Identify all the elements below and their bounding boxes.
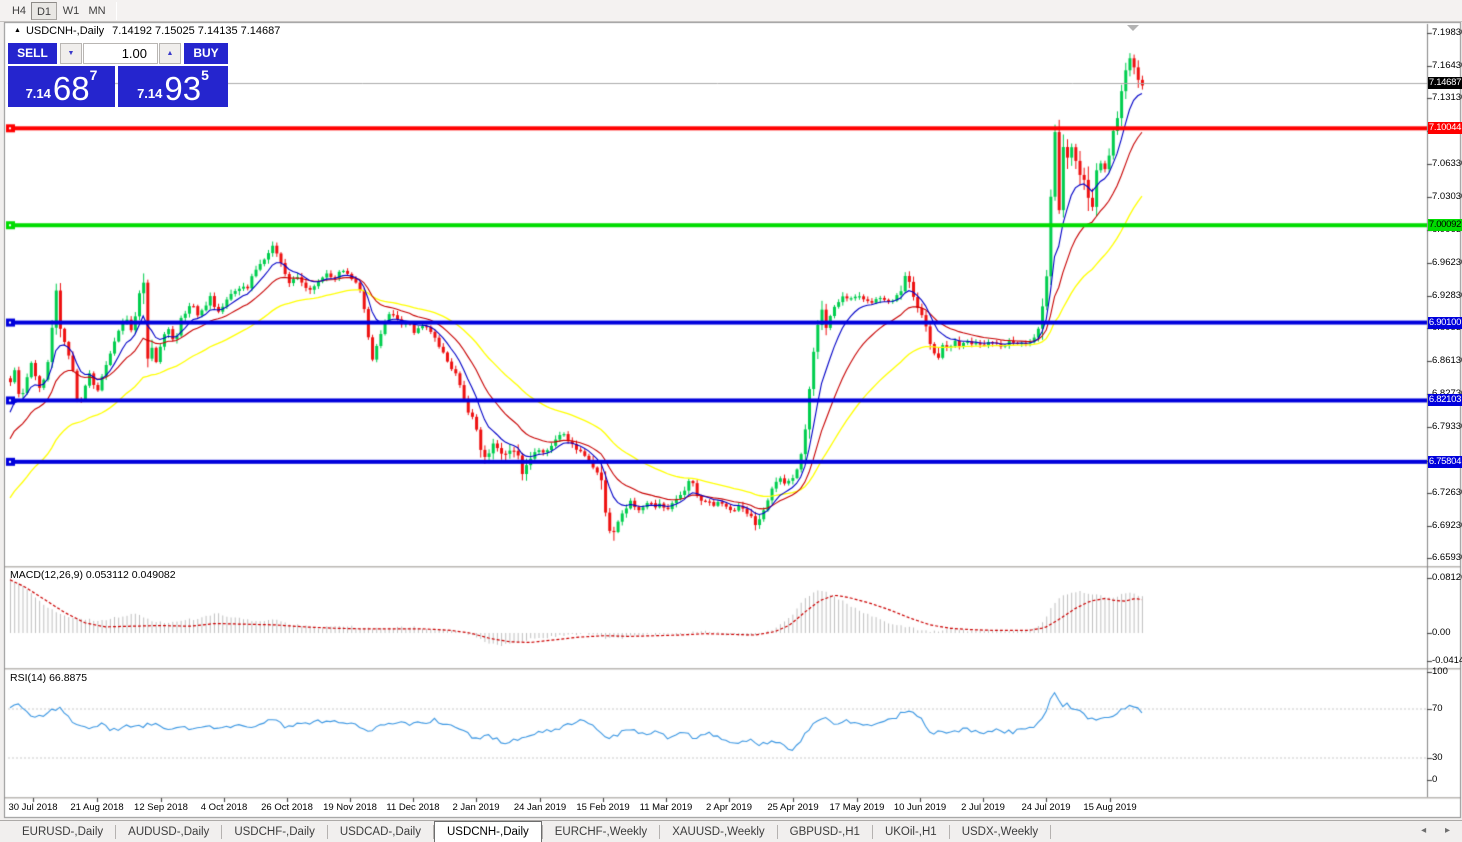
symbol-tab-usdx-weekly[interactable]: USDX-,Weekly <box>961 826 1039 838</box>
tab-separator <box>1050 825 1052 839</box>
price-tick-label: 6.86130 <box>1432 355 1462 367</box>
chart-symbol-label: USDCNH-,Daily <box>25 25 105 37</box>
tab-separator <box>115 825 117 839</box>
line-price-badge: 7.00092 <box>1428 219 1462 232</box>
rsi-tick-label: 0 <box>1432 774 1438 785</box>
line-price-badge: 6.82103 <box>1428 394 1462 407</box>
date-tick-label: 11 Mar 2019 <box>639 802 693 813</box>
symbol-tab-eurusd-daily[interactable]: EURUSD-,Daily <box>22 826 104 838</box>
price-tick-label: 7.13130 <box>1432 92 1462 104</box>
buy-price-big-digits: 93 <box>164 70 202 107</box>
chart-ohlc-readout: 7.14192 7.15025 7.14135 7.14687 <box>112 25 281 37</box>
price-tick-label: 7.19830 <box>1432 27 1462 38</box>
date-tick-label: 26 Oct 2018 <box>261 802 313 813</box>
sell-price-big-digits: 68 <box>52 70 90 107</box>
buy-button[interactable]: BUY <box>184 43 228 64</box>
buy-price-quote[interactable]: 7.14 93 5 <box>118 66 228 107</box>
symbol-tab-usdchf-daily[interactable]: USDCHF-,Daily <box>234 826 315 838</box>
sell-price-prefix: 7.14 <box>25 86 51 101</box>
symbol-tab-usdcad-daily[interactable]: USDCAD-,Daily <box>339 826 421 838</box>
rsi-tick-label: 100 <box>1432 666 1448 677</box>
macd-indicator-label: MACD(12,26,9) 0.053112 0.049082 <box>10 569 176 581</box>
chart-title-row: ▲ USDCNH-,Daily 7.14192 7.15025 7.14135 7.… <box>14 25 280 39</box>
chart-shift-marker-icon[interactable] <box>1127 25 1139 31</box>
tab-separator <box>221 825 223 839</box>
symbol-tab-ukoil-h1[interactable]: UKOil-,H1 <box>884 826 937 838</box>
tab-separator <box>948 825 950 839</box>
timeframe-h4-button[interactable]: H4 <box>11 5 27 17</box>
tab-separator <box>659 825 661 839</box>
date-tick-label: 19 Nov 2018 <box>323 802 377 813</box>
symbol-tab-gbpusd-h1[interactable]: GBPUSD-,H1 <box>789 826 860 838</box>
tab-separator <box>326 825 328 839</box>
sell-price-quote[interactable]: 7.14 68 7 <box>8 66 115 107</box>
buy-price-prefix: 7.14 <box>137 86 163 101</box>
symbol-tab-usdcnh-daily[interactable]: USDCNH-,Daily <box>433 821 542 842</box>
volume-increase-button[interactable]: ▲ <box>159 43 181 64</box>
macd-tick-label: -0.041412 <box>1432 655 1462 667</box>
date-tick-label: 11 Dec 2018 <box>386 802 440 813</box>
date-tick-label: 15 Aug 2019 <box>1083 802 1137 813</box>
rsi-tick-label: 70 <box>1432 703 1443 714</box>
rsi-tick-label: 30 <box>1432 752 1443 763</box>
date-tick-label: 2 Apr 2019 <box>706 802 752 813</box>
date-tick-label: 4 Oct 2018 <box>200 802 248 813</box>
current-price-badge: 7.14687 <box>1428 77 1462 90</box>
volume-decrease-button[interactable]: ▼ <box>60 43 82 64</box>
line-price-badge: 7.10044 <box>1428 122 1462 135</box>
symbol-tab-bar: EURUSD-,Daily AUDUSD-,Daily USDCHF-,Daily U… <box>0 820 1462 842</box>
tab-separator <box>776 825 778 839</box>
toolbar-separator <box>116 2 117 20</box>
collapse-triangle-icon[interactable]: ▲ <box>14 27 21 34</box>
date-tick-label: 24 Jan 2019 <box>513 802 567 813</box>
price-tick-label: 6.79330 <box>1432 421 1462 433</box>
timeframe-d1-button[interactable]: D1 <box>31 2 57 20</box>
tab-separator <box>541 825 543 839</box>
buy-price-pipette: 5 <box>201 67 209 83</box>
timeframe-mn-button[interactable]: MN <box>88 5 106 17</box>
sell-button[interactable]: SELL <box>8 43 57 64</box>
rsi-indicator-label: RSI(14) 66.8875 <box>10 672 88 684</box>
price-tick-label: 6.82730 <box>1432 389 1462 399</box>
date-tick-label: 24 Jul 2019 <box>1021 802 1071 813</box>
macd-tick-label: 0.00 <box>1432 627 1451 638</box>
price-tick-label: 7.06330 <box>1432 158 1462 170</box>
symbol-tab-eurchf-weekly[interactable]: EURCHF-,Weekly <box>554 826 648 838</box>
price-tick-label: 6.92830 <box>1432 289 1462 301</box>
price-tick-label: 6.72630 <box>1432 486 1462 498</box>
price-tick-label: 7.03030 <box>1432 190 1462 202</box>
date-tick-label: 21 Aug 2018 <box>70 802 124 813</box>
one-click-trade-panel: SELL ▼ 1.00 ▲ BUY 7.14 68 7 7.14 93 5 <box>8 43 228 107</box>
date-tick-label: 30 Jul 2018 <box>8 802 58 813</box>
date-tick-label: 2 Jul 2019 <box>961 802 1005 813</box>
sell-price-pipette: 7 <box>89 67 98 83</box>
date-tick-label: 10 Jun 2019 <box>893 802 947 813</box>
date-tick-label: 17 May 2019 <box>829 802 885 813</box>
date-tick-label: 25 Apr 2019 <box>767 802 819 813</box>
date-tick-label: 15 Feb 2019 <box>576 802 630 813</box>
tab-separator <box>871 825 873 839</box>
symbol-tab-xauusd-weekly[interactable]: XAUUSD-,Weekly <box>672 826 765 838</box>
line-price-badge: 6.90100 <box>1428 316 1462 329</box>
line-price-badge: 6.75804 <box>1428 455 1462 468</box>
price-tick-label: 6.96230 <box>1432 256 1462 268</box>
timeframe-w1-button[interactable]: W1 <box>62 5 80 17</box>
price-tick-label: 7.16430 <box>1432 60 1462 72</box>
macd-tick-label: 0.081265 <box>1432 571 1462 583</box>
timeframe-toolbar: H4 D1 W1 MN <box>0 0 1462 22</box>
price-tick-label: 6.69230 <box>1432 519 1462 531</box>
tab-separator <box>432 825 434 839</box>
volume-input[interactable]: 1.00 <box>83 43 158 64</box>
date-tick-label: 12 Sep 2018 <box>134 802 188 813</box>
symbol-tab-audusd-daily[interactable]: AUDUSD-,Daily <box>128 826 210 838</box>
date-tick-label: 2 Jan 2019 <box>452 802 500 813</box>
tab-scroll-arrows-icon[interactable]: ◂ ▸ <box>1421 825 1458 836</box>
